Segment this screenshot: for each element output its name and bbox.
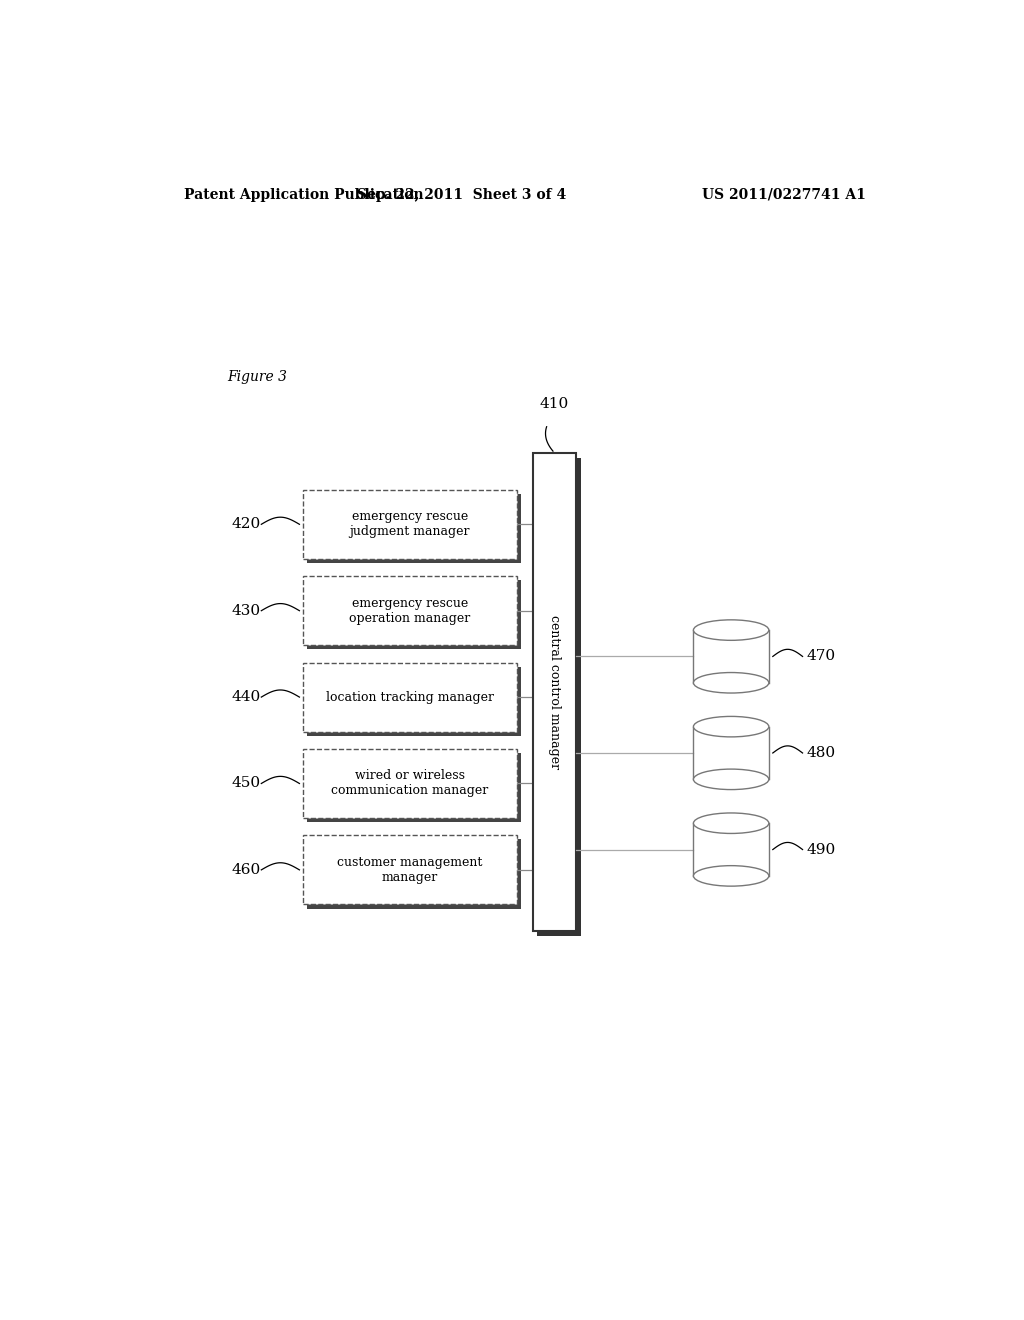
Bar bbox=[693, 726, 769, 779]
Bar bbox=[532, 453, 577, 931]
Bar bbox=[306, 494, 521, 562]
Bar bbox=[306, 752, 521, 822]
Bar bbox=[303, 748, 517, 818]
Text: 410: 410 bbox=[540, 397, 569, 412]
Text: emergency rescue
operation manager: emergency rescue operation manager bbox=[349, 597, 470, 624]
Ellipse shape bbox=[693, 620, 769, 640]
Text: location tracking manager: location tracking manager bbox=[326, 690, 494, 704]
Ellipse shape bbox=[693, 813, 769, 833]
Bar bbox=[538, 458, 582, 936]
Ellipse shape bbox=[693, 770, 769, 789]
Bar bbox=[693, 824, 769, 876]
Text: 470: 470 bbox=[807, 649, 836, 664]
Bar bbox=[693, 630, 769, 682]
Bar bbox=[303, 663, 517, 731]
Text: US 2011/0227741 A1: US 2011/0227741 A1 bbox=[702, 187, 866, 202]
Text: Patent Application Publication: Patent Application Publication bbox=[183, 187, 423, 202]
Ellipse shape bbox=[693, 717, 769, 737]
Ellipse shape bbox=[693, 866, 769, 886]
Text: central control manager: central control manager bbox=[548, 615, 561, 770]
Text: 430: 430 bbox=[231, 603, 260, 618]
Bar bbox=[306, 667, 521, 735]
Bar bbox=[303, 490, 517, 558]
Text: 490: 490 bbox=[807, 842, 836, 857]
Text: 480: 480 bbox=[807, 746, 836, 760]
Text: 420: 420 bbox=[231, 517, 260, 532]
Text: 450: 450 bbox=[231, 776, 260, 791]
Ellipse shape bbox=[693, 672, 769, 693]
Text: emergency rescue
judgment manager: emergency rescue judgment manager bbox=[349, 511, 470, 539]
Text: Figure 3: Figure 3 bbox=[227, 370, 287, 384]
Bar bbox=[303, 836, 517, 904]
Bar bbox=[303, 576, 517, 645]
Bar bbox=[306, 581, 521, 649]
Text: 460: 460 bbox=[231, 863, 260, 876]
Bar bbox=[306, 840, 521, 908]
Text: customer management
manager: customer management manager bbox=[337, 855, 482, 884]
Text: Sep. 22, 2011  Sheet 3 of 4: Sep. 22, 2011 Sheet 3 of 4 bbox=[356, 187, 566, 202]
Text: wired or wireless
communication manager: wired or wireless communication manager bbox=[331, 770, 488, 797]
Text: 440: 440 bbox=[231, 690, 260, 704]
